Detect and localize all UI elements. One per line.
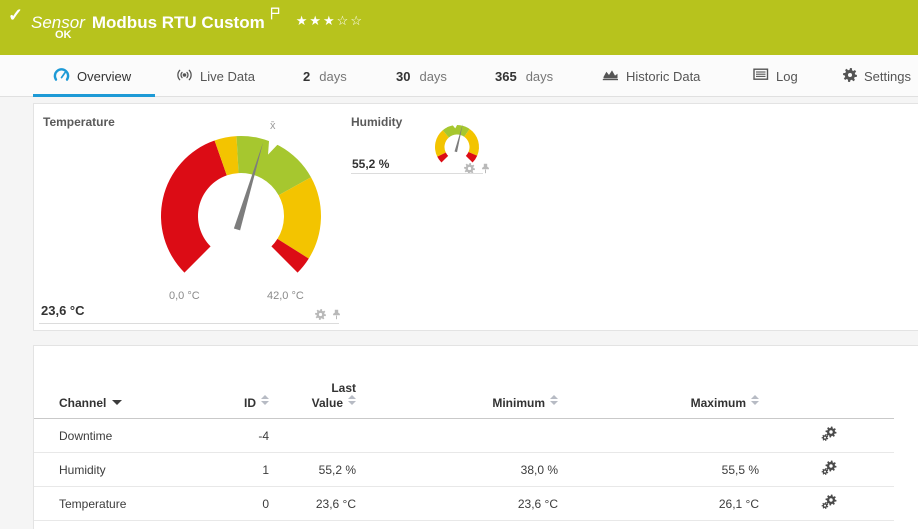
tab-label: days bbox=[319, 68, 347, 84]
tab-2-days[interactable]: 2 days bbox=[303, 55, 347, 97]
status-badge: OK bbox=[55, 29, 72, 41]
tab-label: days bbox=[525, 68, 554, 84]
temperature-tile-actions bbox=[315, 307, 342, 325]
channel-last-value bbox=[269, 419, 356, 453]
tab-bar: Overview Live Data 2 days 30 days 365 da… bbox=[0, 55, 918, 97]
humidity-current-value: 55,2 % bbox=[352, 157, 390, 171]
temperature-tile-title: Temperature bbox=[43, 115, 115, 129]
overview-gauges-panel: Temperature x̄ 0,0 °C 42,0 °C 23,6 °C Hu… bbox=[33, 103, 918, 331]
channels-table-panel: Channel ID Last Value Minimum Maximum Dow… bbox=[33, 345, 918, 529]
page-title: Modbus RTU Custom bbox=[91, 13, 265, 32]
temperature-gauge bbox=[161, 136, 321, 273]
channel-maximum: 55,5 % bbox=[721, 462, 759, 477]
channel-name: Humidity bbox=[59, 462, 106, 477]
humidity-tile-divider bbox=[351, 173, 483, 174]
star-rating[interactable]: ★★★☆☆ bbox=[295, 13, 364, 28]
humidity-gauge bbox=[435, 123, 479, 163]
channel-settings-icon[interactable] bbox=[821, 460, 837, 479]
temperature-scale-max: 42,0 °C bbox=[267, 290, 304, 302]
humidity-tile-title: Humidity bbox=[351, 115, 403, 129]
channel-id: 1 bbox=[262, 462, 269, 477]
channel-id: -4 bbox=[258, 428, 269, 443]
column-header-minimum[interactable]: Minimum bbox=[356, 382, 558, 419]
check-icon: ✓ bbox=[8, 5, 24, 25]
temperature-average-marker: x̄ bbox=[270, 120, 276, 132]
tab-label: Settings bbox=[864, 68, 911, 84]
column-header-settings bbox=[759, 382, 894, 419]
channel-settings-icon[interactable] bbox=[821, 426, 837, 445]
tab-label: Historic Data bbox=[626, 68, 701, 84]
tab-label: Live Data bbox=[200, 68, 255, 84]
tab-historic-data[interactable]: Historic Data bbox=[602, 55, 700, 97]
settings-gear-icon bbox=[843, 67, 857, 85]
tab-365-days[interactable]: 365 days bbox=[495, 55, 553, 97]
live-data-icon bbox=[176, 68, 193, 85]
tab-overview[interactable]: Overview bbox=[53, 55, 131, 97]
channel-maximum: 26,1 °C bbox=[718, 496, 759, 511]
channel-id: 0 bbox=[262, 496, 269, 511]
temperature-tile-divider bbox=[39, 323, 339, 324]
table-row-downtime: Downtime -4 bbox=[34, 419, 894, 453]
sensor-title-line: Sensor Modbus RTU Custom ★★★☆☆ bbox=[31, 5, 364, 33]
humidity-tile-actions bbox=[464, 161, 491, 179]
temperature-current-value: 23,6 °C bbox=[41, 303, 85, 318]
channel-name: Temperature bbox=[59, 496, 127, 511]
column-header-channel[interactable]: Channel bbox=[34, 382, 214, 419]
channel-name: Downtime bbox=[59, 428, 113, 443]
channel-minimum bbox=[356, 419, 558, 453]
active-tab-underline bbox=[33, 94, 155, 97]
pin-icon[interactable] bbox=[331, 307, 342, 325]
flag-icon[interactable] bbox=[270, 5, 280, 24]
column-header-maximum[interactable]: Maximum bbox=[558, 382, 759, 419]
tab-number: 365 bbox=[495, 68, 517, 84]
channel-settings-icon[interactable] bbox=[821, 494, 837, 513]
sort-icon bbox=[751, 395, 759, 405]
tab-live-data[interactable]: Live Data bbox=[176, 55, 255, 97]
tab-number: 2 bbox=[303, 68, 311, 84]
historic-data-icon bbox=[602, 68, 619, 84]
caret-down-icon bbox=[112, 400, 123, 405]
temperature-scale-min: 0,0 °C bbox=[169, 290, 200, 302]
column-header-id[interactable]: ID bbox=[214, 382, 269, 419]
channel-minimum: 23,6 °C bbox=[517, 496, 558, 511]
sensor-status-header: ✓ Sensor Modbus RTU Custom ★★★☆☆ OK bbox=[0, 0, 918, 55]
tab-log[interactable]: Log bbox=[753, 55, 798, 97]
channel-minimum: 38,0 % bbox=[520, 462, 558, 477]
tab-label: Overview bbox=[77, 68, 132, 84]
channel-maximum bbox=[558, 419, 759, 453]
gauge-icon bbox=[53, 67, 70, 85]
object-kind-label: Sensor bbox=[31, 13, 85, 32]
column-header-last-value[interactable]: Last Value bbox=[311, 381, 356, 410]
sort-icon bbox=[550, 395, 558, 405]
gear-icon[interactable] bbox=[464, 161, 475, 179]
tab-label: days bbox=[419, 68, 447, 84]
log-icon bbox=[753, 68, 769, 84]
channels-table: Channel ID Last Value Minimum Maximum Dow… bbox=[34, 382, 894, 521]
tab-30-days[interactable]: 30 days bbox=[396, 55, 447, 97]
gear-icon[interactable] bbox=[315, 307, 326, 325]
channel-last-value: 23,6 °C bbox=[315, 496, 356, 511]
channel-last-value: 55,2 % bbox=[318, 462, 356, 477]
sort-icon bbox=[348, 395, 356, 405]
tab-number: 30 bbox=[396, 68, 411, 84]
sort-icon bbox=[261, 395, 269, 405]
table-header-row: Channel ID Last Value Minimum Maximum bbox=[34, 382, 894, 419]
pin-icon[interactable] bbox=[480, 161, 491, 179]
table-row-humidity: Humidity 1 55,2 % 38,0 % 55,5 % bbox=[34, 453, 894, 487]
tab-settings[interactable]: Settings bbox=[843, 55, 911, 97]
tab-label: Log bbox=[776, 68, 798, 84]
table-row-temperature: Temperature 0 23,6 °C 23,6 °C 26,1 °C bbox=[34, 487, 894, 521]
